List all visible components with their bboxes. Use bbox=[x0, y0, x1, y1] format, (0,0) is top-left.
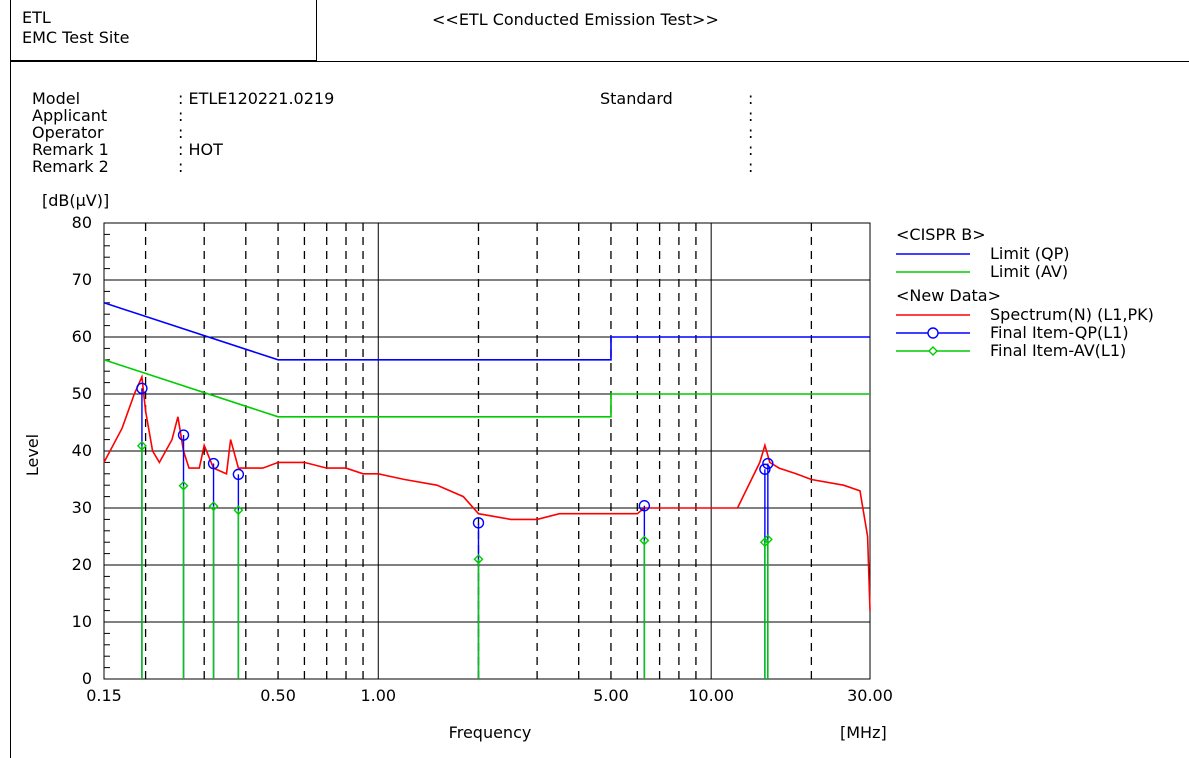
info-value-remark-2: : bbox=[178, 157, 184, 176]
standard-colon: : bbox=[748, 123, 754, 142]
qp-marker bbox=[177, 429, 190, 441]
av-marker bbox=[178, 480, 189, 491]
qp-marker bbox=[232, 468, 245, 481]
info-labels: Model Applicant Operator Remark 1 Remark… bbox=[32, 90, 109, 175]
legend-label: Final Item-QP(L1) bbox=[990, 323, 1129, 342]
av-marker bbox=[136, 440, 147, 451]
frame-left-border bbox=[10, 0, 11, 758]
series-line-1 bbox=[103, 359, 870, 418]
grid bbox=[103, 222, 871, 680]
info-value-operator: : bbox=[178, 123, 184, 142]
av-marker bbox=[208, 501, 219, 512]
info-values: : ETLE120221.0219 : : : HOT : bbox=[178, 90, 334, 175]
legend-marker bbox=[927, 327, 939, 339]
x-tick-label: 5.00 bbox=[593, 686, 629, 705]
x-tick-label: 10.00 bbox=[688, 686, 734, 705]
plot-area-border bbox=[103, 222, 871, 680]
info-label-model: Model bbox=[32, 89, 81, 108]
x-tick-label: 0.50 bbox=[260, 686, 296, 705]
standard-colons: : : : : : bbox=[748, 90, 753, 175]
legend-label: Limit (AV) bbox=[990, 262, 1068, 281]
y-tick-label: 40 bbox=[72, 441, 92, 460]
y-axis-title: Level bbox=[23, 434, 42, 476]
legend-label: Final Item-AV(L1) bbox=[990, 341, 1126, 360]
qp-marker bbox=[207, 457, 220, 470]
info-label-remark-1: Remark 1 bbox=[32, 140, 109, 159]
y-tick-label: 30 bbox=[72, 498, 92, 517]
x-tick-label: 0.15 bbox=[86, 686, 122, 705]
info-value-model: : ETLE120221.0219 bbox=[178, 89, 335, 108]
standard-colon: : bbox=[748, 157, 754, 176]
standard-colon: : bbox=[748, 89, 754, 108]
info-label-remark-2: Remark 2 bbox=[32, 157, 109, 176]
qp-marker bbox=[472, 517, 485, 529]
av-marker bbox=[473, 554, 484, 565]
x-tick-label: 30.00 bbox=[847, 686, 893, 705]
x-unit-label: [MHz] bbox=[840, 723, 887, 742]
legend-marker bbox=[928, 346, 938, 356]
qp-marker bbox=[136, 382, 148, 394]
test-title: <<ETL Conducted Emission Test>> bbox=[432, 10, 719, 29]
qp-marker bbox=[762, 457, 774, 470]
x-axis-title: Frequency bbox=[449, 723, 532, 742]
y-tick-label: 10 bbox=[72, 612, 92, 631]
y-tick-label: 20 bbox=[72, 555, 92, 574]
axes: 0 10 20 30 40 50 60 70 80 0.15 0.50 1.00 5.00 10.00 30… bbox=[72, 213, 893, 705]
legend-group-title: <CISPR B> bbox=[896, 225, 986, 244]
lab-site: EMC Test Site bbox=[22, 28, 130, 47]
y-tick-label: 60 bbox=[72, 327, 92, 346]
qp-marker bbox=[759, 463, 771, 475]
info-value-applicant: : bbox=[178, 106, 184, 125]
y-unit-label: [dB(μV)] bbox=[42, 191, 109, 210]
y-tick-label: 0 bbox=[82, 669, 92, 688]
y-tick-label: 70 bbox=[72, 270, 92, 289]
lab-name: ETL bbox=[22, 8, 51, 27]
series-line-2 bbox=[103, 373, 871, 611]
standard-colon: : bbox=[748, 140, 754, 159]
legend: <CISPR B> <New Data> Limit (QP)Limit (AV) S… bbox=[896, 225, 1154, 360]
av-marker bbox=[233, 505, 244, 516]
x-tick-label: 1.00 bbox=[360, 686, 396, 705]
av-marker bbox=[762, 534, 773, 545]
standard-colon: : bbox=[748, 106, 754, 125]
lab-box bbox=[10, 0, 317, 61]
legend-label: Spectrum(N) (L1,PK) bbox=[990, 305, 1154, 324]
qp-marker bbox=[638, 500, 651, 512]
av-marker bbox=[639, 535, 650, 546]
info-label-operator: Operator bbox=[32, 123, 104, 142]
series-line-0 bbox=[103, 302, 870, 361]
y-tick-label: 80 bbox=[72, 213, 92, 232]
legend-group-title: <New Data> bbox=[896, 286, 1001, 305]
frame-divider bbox=[10, 61, 1189, 62]
y-tick-label: 50 bbox=[72, 384, 92, 403]
info-value-remark-1: : HOT bbox=[178, 140, 223, 159]
info-label-applicant: Applicant bbox=[32, 106, 108, 125]
standard-label: Standard bbox=[600, 89, 673, 108]
legend-label: Limit (QP) bbox=[990, 244, 1069, 263]
series bbox=[103, 302, 871, 679]
